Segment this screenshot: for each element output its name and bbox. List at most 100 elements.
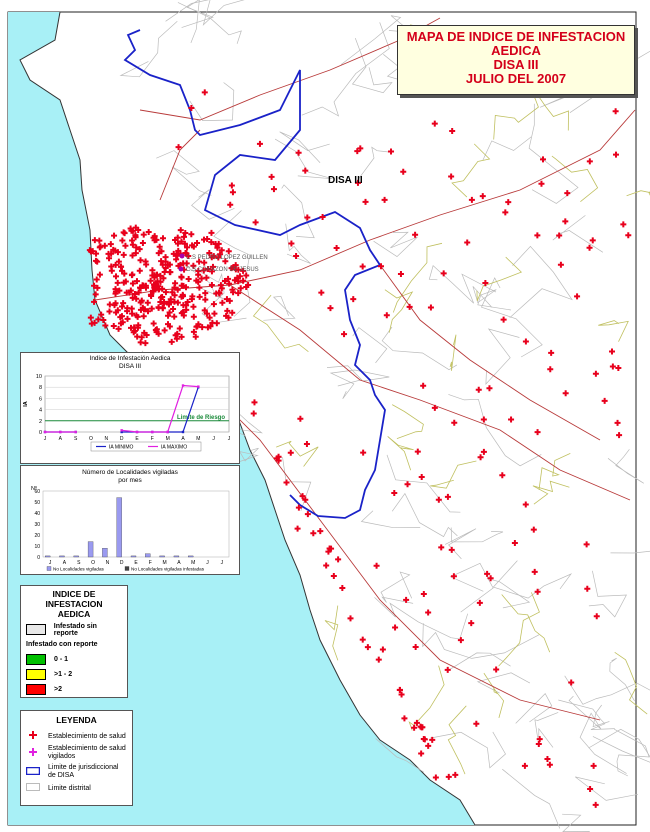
establishment-marker[interactable]: [229, 309, 236, 316]
establishment-marker[interactable]: [420, 382, 427, 389]
establishment-marker[interactable]: [137, 299, 144, 306]
establishment-marker[interactable]: [190, 303, 197, 310]
establishment-marker[interactable]: [234, 274, 241, 281]
establishment-marker[interactable]: [117, 314, 124, 321]
establishment-marker[interactable]: [137, 306, 144, 313]
establishment-marker[interactable]: [476, 599, 483, 606]
establishment-marker[interactable]: [156, 243, 163, 250]
establishment-marker[interactable]: [133, 244, 140, 251]
establishment-marker[interactable]: [589, 237, 596, 244]
establishment-marker[interactable]: [152, 281, 159, 288]
establishment-marker[interactable]: [544, 755, 551, 762]
establishment-marker[interactable]: [562, 218, 569, 225]
establishment-marker[interactable]: [135, 289, 142, 296]
establishment-marker[interactable]: [350, 296, 357, 303]
establishment-marker[interactable]: [218, 247, 225, 254]
establishment-marker[interactable]: [293, 252, 300, 259]
establishment-marker[interactable]: [92, 291, 99, 298]
establishment-marker[interactable]: [534, 429, 541, 436]
establishment-marker[interactable]: [143, 261, 150, 268]
establishment-marker[interactable]: [397, 270, 404, 277]
establishment-marker[interactable]: [208, 268, 215, 275]
establishment-marker[interactable]: [214, 244, 221, 251]
establishment-marker[interactable]: [546, 761, 553, 768]
establishment-marker[interactable]: [625, 232, 632, 239]
establishment-marker[interactable]: [136, 246, 143, 253]
establishment-marker[interactable]: [188, 104, 195, 111]
establishment-marker[interactable]: [160, 275, 167, 282]
establishment-marker[interactable]: [158, 258, 165, 265]
establishment-marker[interactable]: [609, 363, 616, 370]
establishment-marker[interactable]: [119, 319, 126, 326]
establishment-marker[interactable]: [174, 330, 181, 337]
establishment-marker[interactable]: [304, 511, 311, 518]
establishment-marker[interactable]: [123, 289, 130, 296]
establishment-marker[interactable]: [201, 89, 208, 96]
establishment-marker[interactable]: [116, 287, 123, 294]
establishment-marker[interactable]: [223, 312, 230, 319]
establishment-marker[interactable]: [223, 296, 230, 303]
establishment-marker[interactable]: [412, 231, 419, 238]
establishment-marker[interactable]: [180, 260, 187, 267]
establishment-marker[interactable]: [142, 340, 149, 347]
establishment-marker[interactable]: [505, 199, 512, 206]
establishment-marker[interactable]: [204, 324, 211, 331]
establishment-marker[interactable]: [227, 201, 234, 208]
establishment-marker[interactable]: [144, 308, 151, 315]
establishment-marker[interactable]: [429, 736, 436, 743]
establishment-marker[interactable]: [155, 330, 162, 337]
establishment-marker[interactable]: [593, 613, 600, 620]
establishment-marker[interactable]: [418, 473, 425, 480]
establishment-marker[interactable]: [139, 304, 146, 311]
establishment-marker[interactable]: [440, 270, 447, 277]
establishment-marker[interactable]: [562, 390, 569, 397]
establishment-marker[interactable]: [328, 545, 335, 552]
establishment-marker[interactable]: [170, 250, 177, 257]
establishment-marker[interactable]: [359, 636, 366, 643]
establishment-marker[interactable]: [250, 410, 257, 417]
establishment-marker[interactable]: [106, 308, 113, 315]
establishment-marker[interactable]: [199, 324, 206, 331]
establishment-marker[interactable]: [93, 276, 100, 283]
establishment-marker[interactable]: [179, 309, 186, 316]
establishment-marker[interactable]: [209, 263, 216, 270]
establishment-marker[interactable]: [425, 742, 432, 749]
establishment-marker[interactable]: [159, 305, 166, 312]
establishment-marker[interactable]: [225, 314, 232, 321]
establishment-marker[interactable]: [107, 241, 114, 248]
establishment-marker[interactable]: [522, 501, 529, 508]
establishment-marker[interactable]: [403, 596, 410, 603]
establishment-marker[interactable]: [482, 280, 489, 287]
establishment-marker[interactable]: [159, 285, 166, 292]
establishment-marker[interactable]: [118, 313, 125, 320]
establishment-marker[interactable]: [438, 544, 445, 551]
establishment-marker[interactable]: [297, 415, 304, 422]
establishment-marker[interactable]: [406, 303, 413, 310]
establishment-marker[interactable]: [203, 274, 210, 281]
establishment-marker[interactable]: [404, 481, 411, 488]
establishment-marker[interactable]: [132, 234, 139, 241]
establishment-marker[interactable]: [609, 348, 616, 355]
establishment-marker[interactable]: [222, 258, 229, 265]
establishment-marker[interactable]: [211, 310, 218, 317]
establishment-marker[interactable]: [167, 296, 174, 303]
establishment-marker[interactable]: [391, 489, 398, 496]
establishment-marker[interactable]: [210, 301, 217, 308]
establishment-marker[interactable]: [120, 300, 127, 307]
establishment-marker[interactable]: [175, 262, 182, 269]
establishment-marker[interactable]: [213, 320, 220, 327]
establishment-marker[interactable]: [132, 224, 139, 231]
establishment-marker[interactable]: [335, 556, 342, 563]
establishment-marker[interactable]: [160, 300, 167, 307]
establishment-marker[interactable]: [162, 289, 169, 296]
establishment-marker[interactable]: [484, 570, 491, 577]
establishment-marker[interactable]: [381, 196, 388, 203]
establishment-marker[interactable]: [225, 248, 232, 255]
establishment-marker[interactable]: [135, 226, 142, 233]
establishment-marker[interactable]: [536, 736, 543, 743]
establishment-marker[interactable]: [98, 311, 105, 318]
establishment-marker[interactable]: [413, 719, 420, 726]
establishment-marker[interactable]: [449, 128, 456, 135]
centro-marker[interactable]: [179, 253, 185, 259]
establishment-marker[interactable]: [225, 275, 232, 282]
